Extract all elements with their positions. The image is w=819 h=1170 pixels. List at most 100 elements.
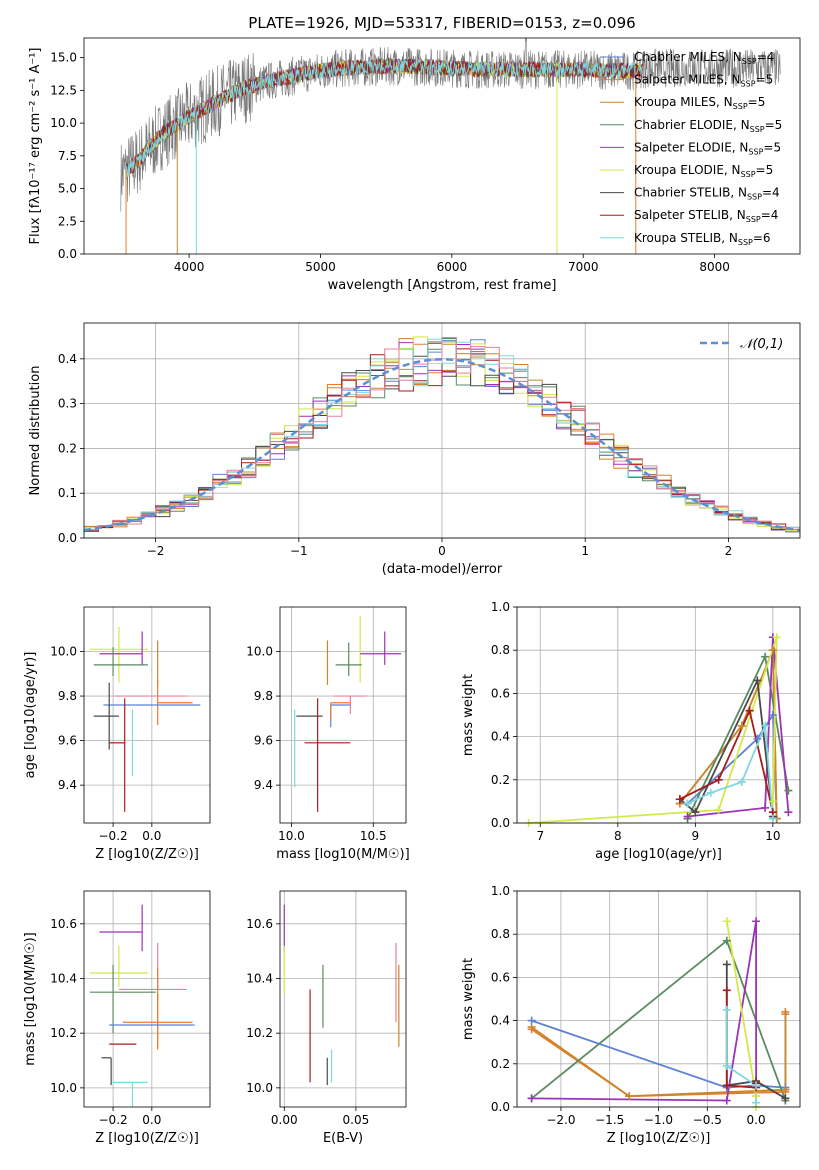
legend-label: Salpeter MILES, NSSP=5: [634, 73, 773, 89]
residuals-marks: [84, 336, 800, 535]
legend-value: =5: [748, 95, 766, 109]
weight-marker: [781, 1094, 790, 1103]
weight-marker: [675, 795, 684, 804]
weight-marker: [691, 808, 700, 817]
x-tick-label: 10.0: [278, 829, 305, 843]
legend-label: Kroupa ELODIE, NSSP=5: [634, 163, 773, 179]
weight-marker: [784, 786, 793, 795]
axes-frame: [83, 890, 211, 1108]
axes-frame: [83, 37, 801, 255]
x-tick-label: −0.2: [99, 1113, 128, 1127]
x-tick-label: 0: [438, 544, 446, 558]
weight-marker: [781, 1010, 790, 1019]
weight-line: [531, 921, 757, 1102]
weight-marker: [737, 721, 746, 730]
axes-frame: [83, 322, 801, 539]
mass_vs_Z-panel: −0.2 0.0 10.0 10.2 10.4 10.6 Z [log10(Z/Z☉)] ma…: [23, 890, 211, 1146]
x-tick-label: 9: [692, 829, 700, 843]
weight_vs_age-marks: [528, 636, 790, 823]
legend-label: 𝒩(0,1): [740, 337, 783, 352]
legend-subscript: SSP: [742, 57, 757, 66]
axes-frame: [516, 606, 801, 824]
y-axis-label: mass weight: [461, 958, 476, 1040]
y-tick-label: 10.0: [50, 116, 77, 130]
y-tick-label: 10.6: [246, 917, 273, 931]
weight-marker: [683, 812, 692, 821]
legend-value: =4: [757, 50, 775, 64]
weight-marker: [752, 1098, 761, 1107]
weight-marker: [781, 1085, 790, 1094]
y-tick-label: 0.4: [58, 352, 77, 366]
weight-marker: [768, 814, 777, 823]
legend-subscript: SSP: [748, 147, 763, 156]
weight-marker: [527, 1023, 536, 1032]
x-tick-label: −2.0: [546, 1113, 575, 1127]
y-tick-label: 0.0: [58, 247, 77, 261]
y-tick-label: 0.2: [58, 441, 77, 455]
age_vs_Z-marks: [89, 627, 201, 812]
x-tick-label: 0.0: [142, 1113, 161, 1127]
x-axis-label: E(B-V): [323, 1131, 363, 1146]
legend-subscript: SSP: [750, 125, 765, 134]
x-tick-label: −2: [147, 544, 165, 558]
y-tick-label: 9.6: [58, 734, 77, 748]
y-tick-label: 5.0: [58, 182, 77, 196]
y-tick-label: 9.6: [254, 734, 273, 748]
x-tick-label: 0.0: [747, 1113, 766, 1127]
y-axis-label: Flux [fλ10⁻¹⁷ erg cm⁻² s⁻¹ A⁻¹]: [28, 48, 43, 245]
weight_vs_age-panel: 7 8 9 10 0.0 0.2 0.4 0.6 0.8 1.0 age [log10(age/yr…: [461, 600, 801, 862]
weight-marker: [722, 986, 731, 995]
y-tick-label: 0.2: [491, 1057, 510, 1071]
weight-marker: [768, 797, 777, 806]
x-tick-label: 7: [536, 829, 544, 843]
y-tick-label: 10.4: [50, 971, 77, 985]
spectrum-panel: 4000 5000 6000 7000 8000 0.0 2.5 5.0 7.5 10.0 12.5…: [28, 37, 801, 293]
x-tick-label: −1.0: [644, 1113, 673, 1127]
y-tick-label: 0.8: [491, 927, 510, 941]
x-tick-label: 4000: [174, 260, 205, 274]
y-tick-label: 9.4: [254, 778, 273, 792]
weight-marker: [761, 721, 770, 730]
x-tick-label: −1: [290, 544, 308, 558]
legend-subscript: SSP: [738, 238, 753, 247]
residuals-panel: −2 −1 0 1 2 0.0 0.1 0.2 0.3 0.4 (data-model)/error…: [28, 322, 801, 577]
x-axis-label: age [log10(age/yr)]: [595, 847, 722, 862]
legend-value: =5: [756, 73, 774, 87]
weight-marker: [761, 652, 770, 661]
weight-marker: [761, 803, 770, 812]
y-tick-label: 12.5: [50, 83, 77, 97]
x-axis-label: (data-model)/error: [382, 562, 503, 577]
figure-title: PLATE=1926, MJD=53317, FIBERID=0153, z=0…: [248, 14, 635, 32]
x-tick-label: 1: [581, 544, 589, 558]
histogram-step-line: [84, 337, 800, 531]
y-tick-label: 15.0: [50, 51, 77, 65]
weight-marker: [768, 646, 777, 655]
y-tick-label: 0.0: [491, 1100, 510, 1114]
model-spectrum-line: [125, 58, 643, 178]
legend-value: =4: [762, 186, 780, 200]
y-tick-label: 0.4: [491, 1014, 510, 1028]
legend-label: Salpeter STELIB, NSSP=4: [634, 208, 778, 224]
x-tick-label: 10.5: [360, 829, 387, 843]
y-axis-label: mass [log10(M/M☉)]: [23, 932, 38, 1065]
spectrum-marks: [120, 38, 781, 254]
weight-marker: [722, 1081, 731, 1090]
x-axis-label: Z [log10(Z/Z☉)]: [95, 847, 199, 862]
age_vs_Z-panel: −0.2 0.0 9.4 9.6 9.8 10.0 Z [log10(Z/Z☉)] age […: [23, 606, 211, 862]
y-tick-label: 0.8: [491, 643, 510, 657]
y-tick-label: 10.0: [50, 1081, 77, 1095]
weight_vs_Z-panel: −2.0 −1.5 −1.0 −0.5 0.0 0.0 0.2 0.4 0.6 0.8 1.0 Z […: [461, 884, 801, 1146]
x-tick-label: 0.0: [142, 829, 161, 843]
legend-subscript: SSP: [747, 193, 762, 202]
age_vs_mass-marks: [294, 615, 402, 812]
y-tick-label: 0.1: [58, 486, 77, 500]
x-tick-label: 2: [725, 544, 733, 558]
y-tick-label: 10.0: [246, 1081, 273, 1095]
legend-subscript: SSP: [733, 102, 748, 111]
legend-label: Chabrier STELIB, NSSP=4: [634, 186, 780, 202]
y-tick-label: 10.4: [246, 971, 273, 985]
x-tick-label: 7000: [568, 260, 599, 274]
y-axis-label: age [log10(age/yr)]: [23, 652, 38, 779]
y-tick-label: 0.6: [491, 970, 510, 984]
y-tick-label: 10.0: [246, 645, 273, 659]
